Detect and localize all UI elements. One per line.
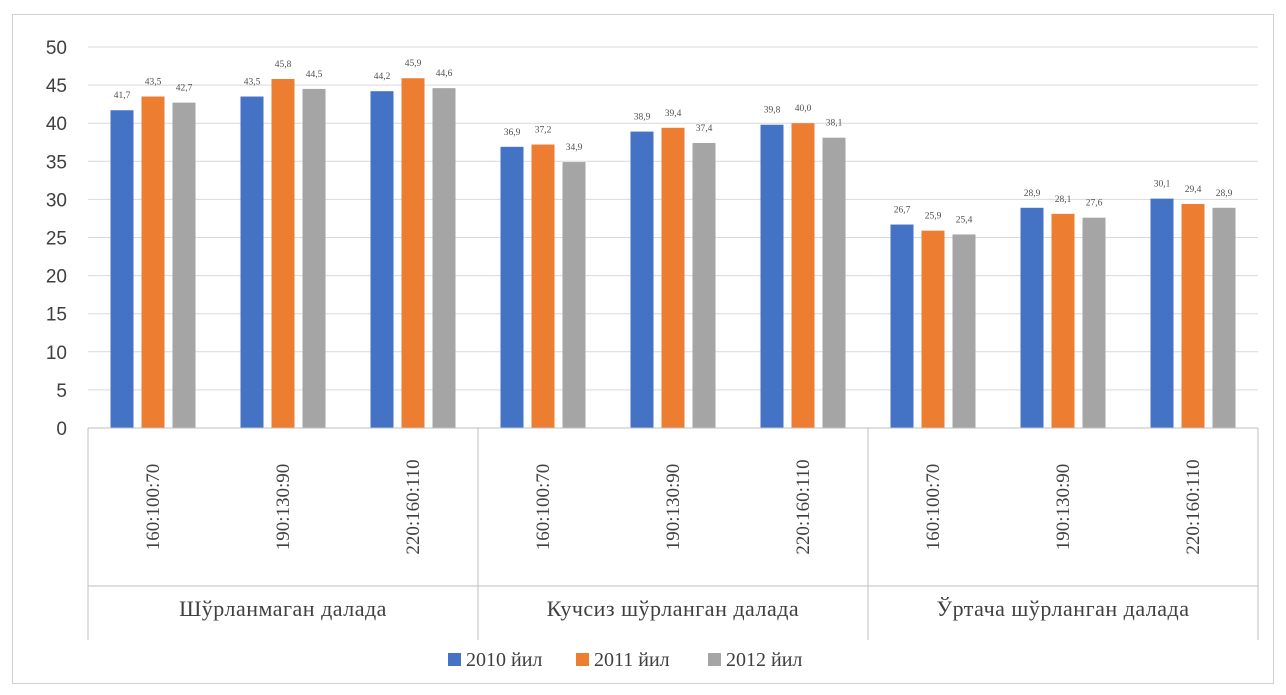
data-label: 38,9 (634, 113, 651, 123)
legend-item[interactable]: 2011 йил (576, 649, 670, 671)
legend-swatch (708, 653, 721, 666)
data-label: 43,5 (145, 78, 162, 88)
bar[interactable] (791, 123, 815, 428)
legend-item[interactable]: 2012 йил (708, 649, 802, 671)
data-label: 39,4 (665, 109, 682, 119)
data-label: 44,5 (306, 70, 323, 80)
y-tick-label: 5 (56, 381, 67, 402)
y-tick-label: 15 (46, 305, 67, 326)
bar[interactable] (141, 96, 165, 428)
bar[interactable] (271, 79, 295, 428)
y-tick-label: 30 (46, 190, 67, 211)
x-tick-label: 190:130:90 (273, 464, 294, 551)
y-tick-label: 50 (46, 38, 67, 59)
bar[interactable] (531, 144, 555, 428)
x-tick-label: 220:160:110 (1183, 459, 1204, 554)
bar[interactable] (240, 96, 264, 428)
x-tick-label: 190:130:90 (1053, 464, 1074, 551)
y-tick-label: 0 (56, 419, 67, 440)
data-label: 28,1 (1055, 195, 1072, 205)
data-label: 25,9 (925, 212, 942, 222)
data-label: 38,1 (826, 119, 843, 129)
x-tick-label: 160:100:70 (923, 464, 944, 551)
y-axis-ticks: 0 5 10 15 20 25 30 35 40 45 50 (46, 38, 67, 440)
legend-swatch (576, 653, 589, 666)
data-label: 44,6 (436, 69, 453, 79)
bar[interactable] (1212, 207, 1236, 428)
bar[interactable] (401, 78, 425, 428)
data-labels: 41,7 43,5 44,2 36,9 38,9 39,8 26,7 28,9 30,1 43,5… (114, 59, 1233, 225)
y-tick-label: 40 (46, 114, 67, 135)
bar[interactable] (110, 110, 134, 428)
group-label: Ўртача шўрланган далада (937, 596, 1190, 621)
group-label: Кучсиз шўрланган далада (547, 596, 799, 621)
data-label: 30,1 (1154, 180, 1171, 190)
data-label: 42,7 (176, 84, 193, 94)
data-label: 25,4 (956, 215, 973, 225)
data-label: 39,8 (764, 106, 781, 116)
legend[interactable]: 2010 йил 2011 йил 2012 йил (448, 649, 802, 671)
x-tick-label: 220:160:110 (793, 459, 814, 554)
bar[interactable] (500, 146, 524, 428)
bar[interactable] (1082, 217, 1106, 428)
data-label: 34,9 (566, 143, 583, 153)
bar[interactable] (952, 234, 976, 428)
x-tick-label: 220:160:110 (403, 459, 424, 554)
legend-label: 2012 йил (726, 649, 802, 671)
data-label: 43,5 (244, 78, 261, 88)
bar[interactable] (661, 127, 685, 428)
x-tick-label: 190:130:90 (663, 464, 684, 551)
bar[interactable] (432, 88, 456, 428)
legend-item[interactable]: 2010 йил (448, 649, 542, 671)
y-tick-label: 25 (46, 229, 67, 250)
y-tick-label: 35 (46, 152, 67, 173)
data-label: 45,8 (275, 60, 292, 70)
data-label: 37,2 (535, 126, 552, 136)
bar[interactable] (760, 124, 784, 428)
bar[interactable] (302, 88, 326, 428)
y-tick-label: 45 (46, 76, 67, 97)
data-label: 29,4 (1185, 185, 1202, 195)
data-label: 28,9 (1216, 189, 1233, 199)
data-label: 40,0 (795, 104, 812, 114)
data-label: 44,2 (374, 72, 391, 82)
bar[interactable] (630, 131, 654, 428)
data-label: 28,9 (1024, 189, 1041, 199)
bar[interactable] (822, 137, 846, 428)
data-label: 41,7 (114, 91, 131, 101)
bar[interactable] (1051, 213, 1075, 428)
bar-chart: 0 5 10 15 20 25 30 35 40 45 50 41,7 43,5 44,2 36,9 38,… (46, 38, 1259, 671)
legend-label: 2010 йил (466, 649, 542, 671)
bar[interactable] (370, 91, 394, 429)
group-label: Шўрланмаган далада (179, 596, 387, 621)
bar[interactable] (562, 162, 586, 428)
legend-label: 2011 йил (594, 649, 670, 671)
data-label: 45,9 (405, 59, 422, 69)
y-tick-label: 20 (46, 267, 67, 288)
bar[interactable] (1181, 203, 1205, 428)
bar[interactable] (890, 224, 914, 428)
x-tick-label: 160:100:70 (143, 464, 164, 551)
y-tick-label: 10 (46, 343, 67, 364)
bar[interactable] (692, 143, 716, 428)
x-axis: 160:100:70 190:130:90 220:160:110 160:100:7… (87, 427, 1259, 640)
bar[interactable] (1150, 198, 1174, 428)
legend-swatch (448, 653, 461, 666)
data-label: 37,4 (696, 124, 713, 134)
bar[interactable] (921, 230, 945, 428)
bar[interactable] (1020, 207, 1044, 428)
bars (110, 78, 1236, 429)
data-label: 27,6 (1086, 199, 1103, 209)
data-label: 26,7 (894, 206, 911, 216)
bar[interactable] (172, 102, 196, 428)
x-tick-label: 160:100:70 (533, 464, 554, 551)
chart-frame: 0 5 10 15 20 25 30 35 40 45 50 41,7 43,5 44,2 36,9 38,… (12, 14, 1274, 684)
data-label: 36,9 (504, 128, 521, 138)
